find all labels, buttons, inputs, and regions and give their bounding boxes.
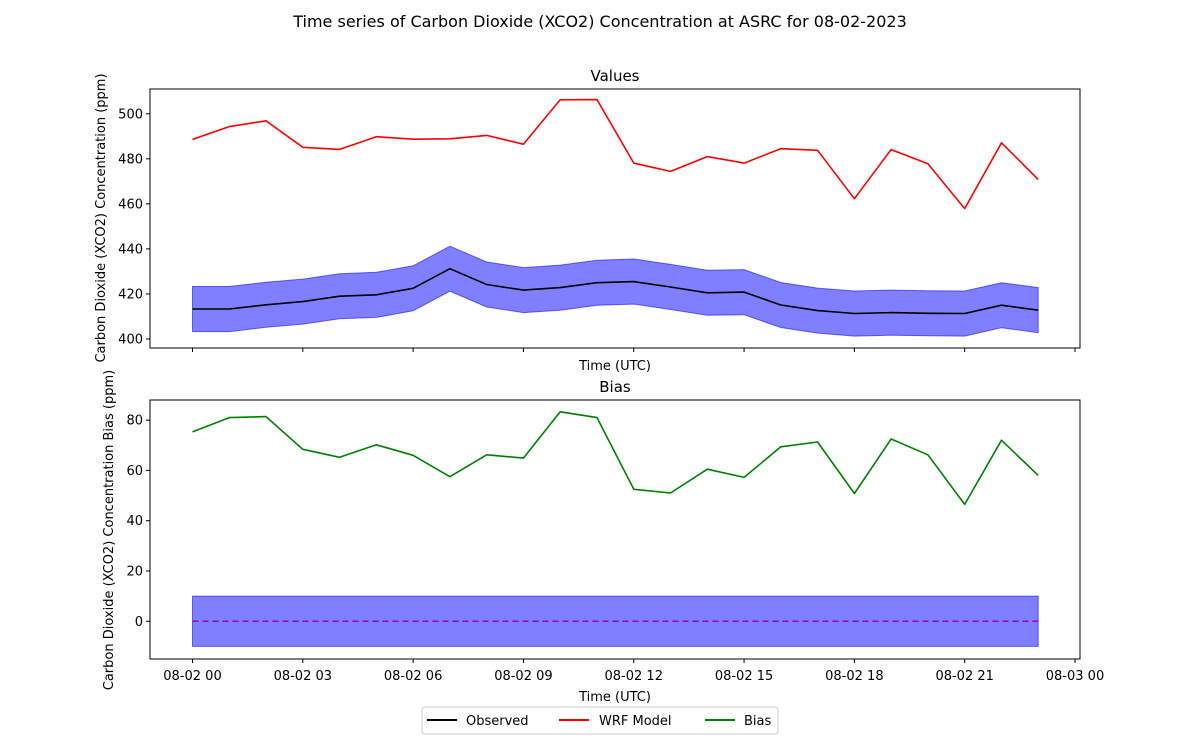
x-tick-label: 08-02 18 xyxy=(825,669,883,684)
bias-x-ticks: 08-02 00 08-02 03 08-02 06 08-02 09 08-02 12… xyxy=(163,659,1104,684)
y-tick-label: 60 xyxy=(126,464,143,479)
legend-label-wrf-model: WRF Model xyxy=(599,714,672,729)
legend-item-wrf-model: WRF Model xyxy=(559,714,672,729)
bias-plot-frame xyxy=(149,399,1081,660)
x-tick-label: 08-03 00 xyxy=(1046,669,1104,684)
x-tick-label: 08-02 00 xyxy=(163,669,221,684)
y-tick-label: 480 xyxy=(118,152,143,167)
y-tick-label: 460 xyxy=(118,197,143,212)
legend: Observed WRF Model Bias xyxy=(421,706,779,735)
x-tick-label: 08-02 09 xyxy=(494,669,552,684)
bias-panel: Bias Carbon Dioxide (XCO2) Concentration… xyxy=(102,370,1104,705)
x-tick-label: 08-02 21 xyxy=(935,669,993,684)
bias-xlabel: Time (UTC) xyxy=(578,690,651,705)
y-tick-label: 420 xyxy=(118,287,143,302)
bias-series-layer xyxy=(192,410,1039,623)
x-tick-label: 08-02 03 xyxy=(274,669,332,684)
figure-title: Time series of Carbon Dioxide (XCO2) Con… xyxy=(292,12,907,31)
y-tick-label: 40 xyxy=(126,514,143,529)
y-tick-label: 500 xyxy=(118,107,143,122)
legend-frame xyxy=(421,706,779,735)
values-ylabel: Carbon Dioxide (XCO2) Concentration (ppm… xyxy=(94,73,109,362)
values-y-ticks: 400 420 440 460 480 500 xyxy=(118,107,150,347)
bias-y-ticks: 0 20 40 60 80 xyxy=(126,414,150,630)
values-xlabel: Time (UTC) xyxy=(578,359,651,374)
y-tick-label: 0 xyxy=(135,615,143,630)
values-title: Values xyxy=(590,67,639,85)
legend-item-bias: Bias xyxy=(705,714,771,729)
uncertainty-band xyxy=(192,245,1039,337)
series-line-bias xyxy=(192,410,1039,506)
x-tick-label: 08-02 06 xyxy=(384,669,442,684)
y-tick-label: 80 xyxy=(126,414,143,429)
values-panel: Values Carbon Dioxide (XCO2) Concentrati… xyxy=(94,67,1081,374)
bias-title: Bias xyxy=(599,378,631,396)
legend-label-bias: Bias xyxy=(744,714,771,729)
legend-item-observed: Observed xyxy=(427,714,529,729)
values-band-layer xyxy=(192,245,1039,337)
series-line-wrf-model xyxy=(192,98,1039,210)
values-plot-frame xyxy=(149,88,1081,349)
y-tick-label: 440 xyxy=(118,242,143,257)
legend-label-observed: Observed xyxy=(466,714,529,729)
bias-ylabel: Carbon Dioxide (XCO2) Concentration Bias… xyxy=(102,370,117,690)
y-tick-label: 400 xyxy=(118,332,143,347)
values-series-layer xyxy=(192,98,1039,315)
x-tick-label: 08-02 12 xyxy=(605,669,663,684)
series-line-observed xyxy=(192,267,1039,315)
values-x-ticks xyxy=(192,348,1076,352)
x-tick-label: 08-02 15 xyxy=(715,669,773,684)
y-tick-label: 20 xyxy=(126,564,143,579)
